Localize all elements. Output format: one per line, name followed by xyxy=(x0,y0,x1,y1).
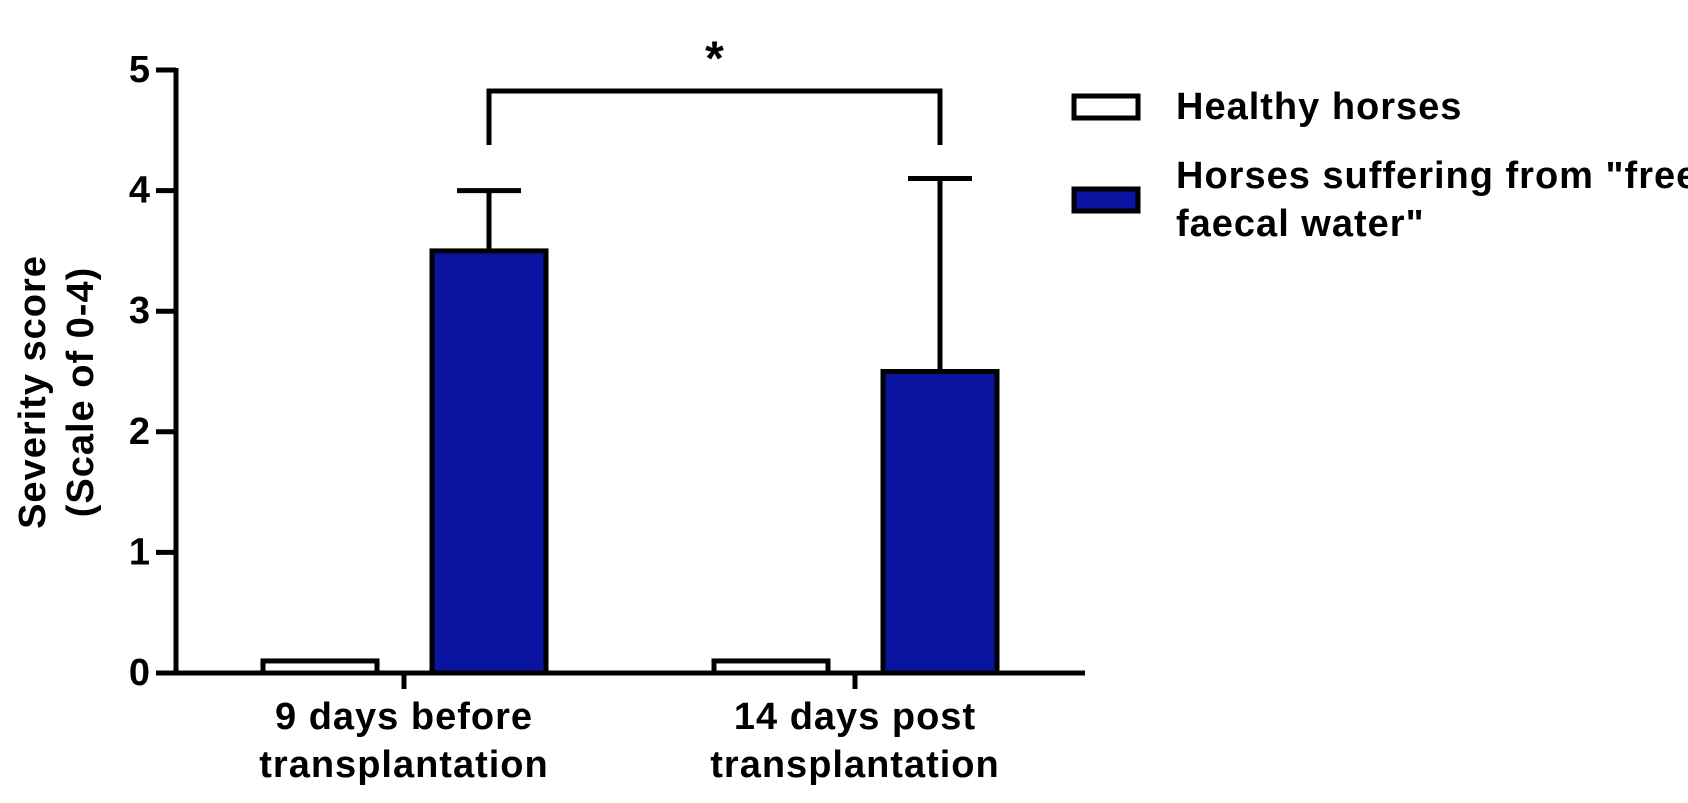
x-tick-label: 9 days before transplantation xyxy=(259,696,549,786)
y-tick-label: 0 xyxy=(129,652,150,694)
significance-marker: * xyxy=(705,33,724,86)
y-tick-label: 5 xyxy=(129,49,150,91)
y-tick-label: 2 xyxy=(129,411,150,453)
y-axis-label: Severity score (Scale of 0-4) xyxy=(12,255,102,529)
legend-swatch xyxy=(1071,93,1141,121)
legend-label: Horses suffering from "free faecal water… xyxy=(1176,155,1688,245)
bar xyxy=(260,658,380,676)
y-tick-label: 1 xyxy=(129,531,150,573)
bar xyxy=(429,248,549,676)
y-tick-label: 4 xyxy=(129,170,150,212)
x-tick-label: 14 days post transplantation xyxy=(710,696,1000,786)
bar xyxy=(711,658,831,676)
legend-label: Healthy horses xyxy=(1176,86,1463,128)
legend-swatch xyxy=(1071,186,1141,214)
significance-bracket xyxy=(486,88,943,145)
bar xyxy=(880,369,1000,676)
y-tick-label: 3 xyxy=(129,290,150,332)
